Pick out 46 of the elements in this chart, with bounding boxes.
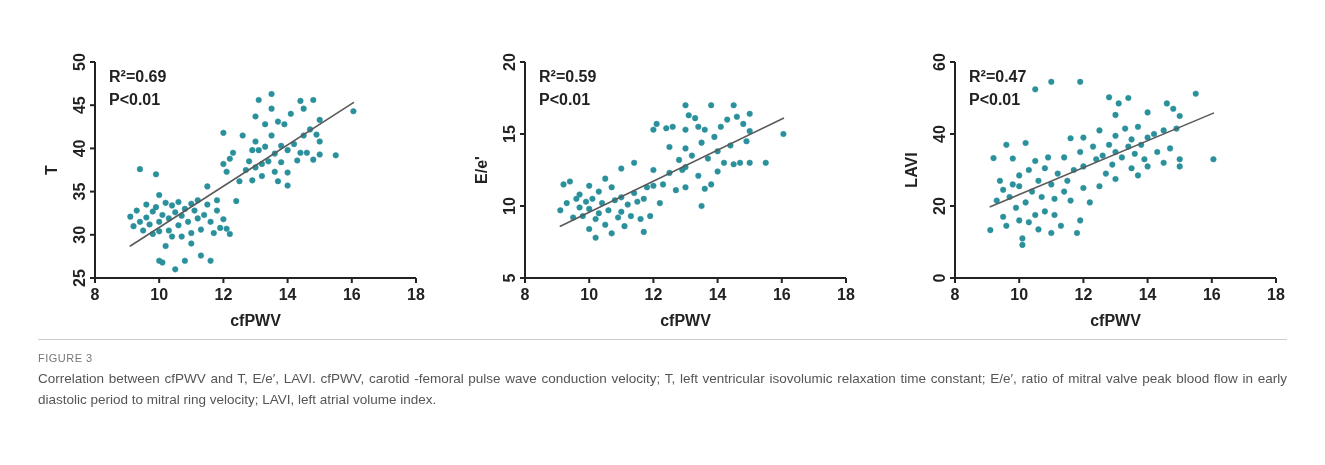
annotation: P<0.01: [539, 91, 591, 108]
y-axis-title: T: [43, 164, 60, 175]
text: Correlation between cfPWV and T, E/e′, LAVI. cfPWV, carotid -femoral pulse wave conduction velocity; T, left ventricular isovolumic relaxation time constant; E/e′, ratio of mitral valve peak blood flow in early diastolic period to mitral ring velocity; LAVI, left atrial volume index.: [38, 370, 1287, 409]
y-tick-label: 45: [71, 96, 88, 115]
y-tick-label: 0: [931, 273, 948, 283]
x-tick-label: 12: [1074, 286, 1093, 303]
y-tick-label: 35: [71, 182, 88, 201]
x-tick-label: 14: [1138, 286, 1157, 303]
x-tick-label: 18: [1267, 286, 1285, 303]
y-tick-label: 20: [501, 53, 518, 71]
x-tick-label: 12: [644, 286, 663, 303]
x-tick-label: 10: [150, 286, 169, 303]
y-tick-label: 20: [931, 197, 948, 215]
y-tick-label: 30: [71, 225, 88, 244]
x-tick-label: 16: [342, 286, 361, 303]
x-tick-label: 10: [580, 286, 599, 303]
y-tick-label: 40: [931, 125, 948, 143]
annotation: R²=0.47: [969, 68, 1027, 85]
y-axis-title: LAVI: [903, 152, 920, 188]
y-tick-label: 40: [71, 139, 88, 158]
x-tick-label: 12: [214, 286, 233, 303]
x-tick-label: 8: [90, 286, 100, 303]
y-tick-label: 5: [501, 273, 518, 283]
x-tick-label: 18: [407, 286, 425, 303]
x-axis-title: cfPWV: [1090, 312, 1142, 329]
annotation: R²=0.69: [109, 68, 167, 85]
x-tick-label: 10: [1010, 286, 1029, 303]
y-tick-label: 60: [931, 53, 948, 71]
x-tick-label: 8: [520, 286, 530, 303]
y-tick-label: 25: [71, 269, 88, 287]
text: FIGURE 3: [38, 352, 94, 364]
y-axis-title: E/e': [473, 156, 490, 184]
annotation: P<0.01: [109, 91, 161, 108]
annotation: P<0.01: [969, 91, 1021, 108]
y-tick-label: 10: [501, 197, 518, 215]
x-tick-label: 14: [708, 286, 727, 303]
x-tick-label: 8: [950, 286, 960, 303]
y-tick-label: 50: [71, 53, 88, 71]
x-tick-label: 16: [1202, 286, 1221, 303]
x-tick-label: 14: [278, 286, 297, 303]
x-axis-title: cfPWV: [230, 312, 282, 329]
y-tick-label: 15: [501, 125, 518, 143]
annotation: R²=0.59: [539, 68, 597, 85]
x-axis-title: cfPWV: [660, 312, 712, 329]
x-tick-label: 16: [772, 286, 791, 303]
x-tick-label: 18: [837, 286, 855, 303]
